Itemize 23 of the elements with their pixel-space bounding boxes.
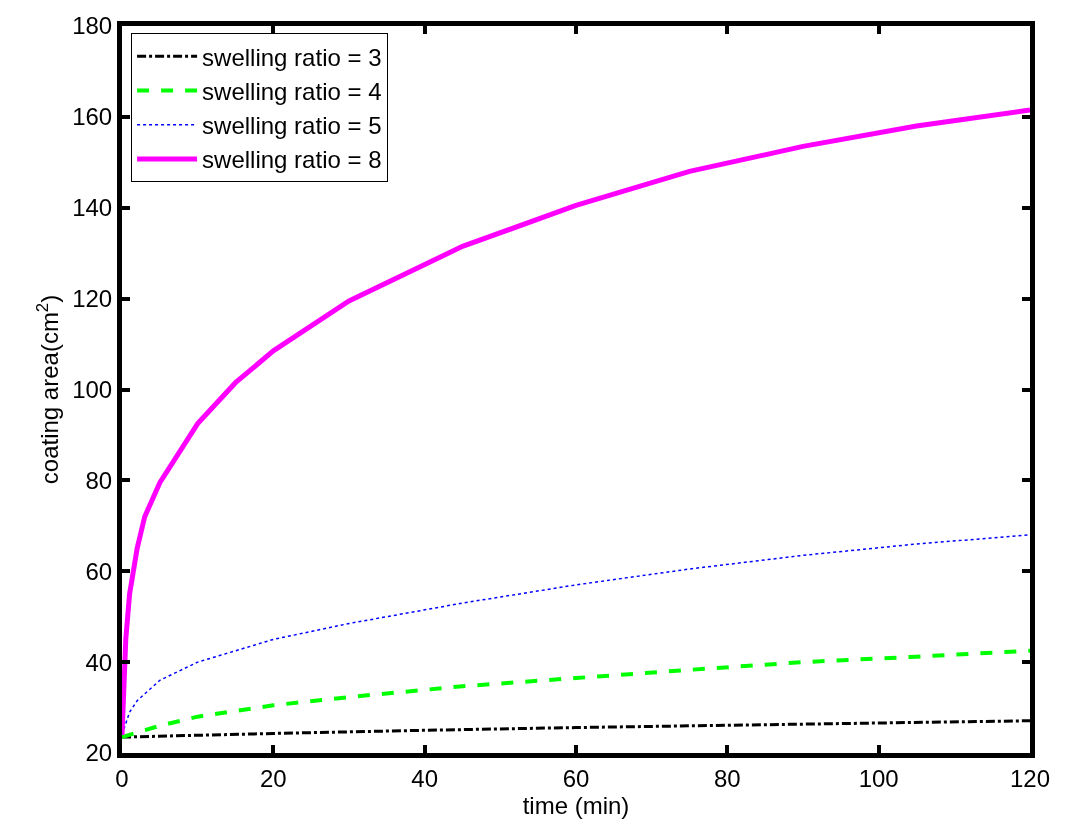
y-tick-label: 40 (85, 648, 113, 676)
line-series (122, 648, 1030, 740)
line-series (122, 719, 1030, 739)
legend-label: swelling ratio = 5 (202, 112, 382, 140)
y-tick-label: 160 (72, 103, 113, 131)
y-tick-label: 120 (72, 285, 113, 313)
y-tick-label: 100 (72, 375, 113, 403)
legend-label: swelling ratio = 3 (202, 43, 382, 71)
x-tick-label: 60 (562, 764, 590, 792)
y-tick-label: 180 (72, 12, 113, 40)
legend-label: swelling ratio = 8 (202, 146, 382, 174)
x-tick-label: 0 (115, 764, 129, 792)
y-tick-label: 60 (85, 557, 113, 585)
y-tick-label: 80 (85, 466, 113, 494)
legend-label: swelling ratio = 4 (202, 77, 382, 105)
y-tick-label: 140 (72, 194, 113, 222)
x-tick-label: 20 (259, 764, 287, 792)
y-tick-label: 20 (85, 739, 113, 767)
x-tick-label: 80 (713, 764, 741, 792)
x-tick-label: 120 (1009, 764, 1051, 792)
x-tick-label: 100 (858, 764, 899, 792)
x-axis-title: time (min) (522, 791, 630, 819)
x-tick-label: 40 (411, 764, 439, 792)
